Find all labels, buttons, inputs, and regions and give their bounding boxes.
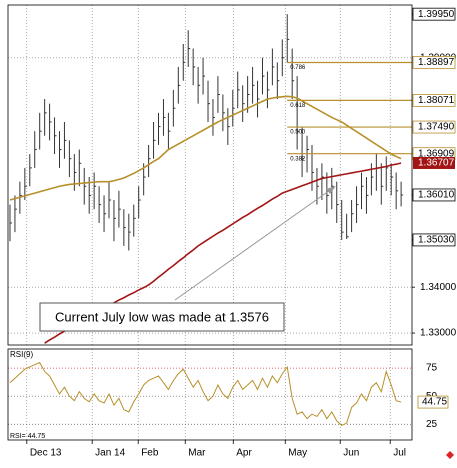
x-tick-label: Jun [343, 448, 359, 459]
y-tick-label: 1.33000 [420, 328, 457, 339]
scroll-marker [446, 451, 454, 459]
rsi-last-label: 44.75 [422, 397, 447, 408]
rsi-title: RSI(9) [10, 350, 33, 359]
x-tick-label: Jan 14 [95, 448, 125, 459]
rsi-readout: RSI= 44.75 [10, 433, 45, 440]
fib-ratio: 0.618 [290, 103, 306, 109]
x-tick-label: Jul [393, 448, 406, 459]
level-label: 1.35030 [418, 235, 455, 246]
price-frame [7, 4, 413, 346]
y-tick-label: 1.34000 [420, 282, 457, 293]
moving-average [9, 95, 402, 201]
fib-label-box [412, 120, 456, 134]
rsi-tick-label: 75 [426, 363, 438, 374]
rsi-line [9, 361, 402, 426]
fib-label-box [412, 56, 456, 69]
ma-label-box [413, 156, 455, 169]
overlay: Dec 13 Jan 14 Feb Mar Apr May Jun Jul 1.33000 1.3… [26, 7, 457, 459]
level-label-box [412, 188, 456, 202]
fib-label: 1.37490 [418, 122, 455, 133]
fib-ratio: 0.382 [290, 156, 306, 162]
arrow-line [174, 187, 334, 301]
level-label-box [412, 233, 456, 247]
fib-label: 1.36909 [418, 148, 455, 159]
x-tick-label: May [288, 448, 307, 459]
x-tick-label: Dec 13 [30, 448, 62, 459]
ma-label: 1.36707 [418, 158, 455, 169]
x-tick-label: Mar [188, 448, 206, 459]
x-tick-label: Apr [236, 448, 252, 459]
fib-label: 1.38071 [418, 95, 455, 106]
rsi-last-box [417, 395, 449, 409]
fib-ratio: 0.500 [290, 130, 306, 136]
rsi-tick-label: 25 [426, 419, 438, 430]
x-tick-label: Feb [141, 448, 159, 459]
level-label-box [412, 7, 456, 21]
arrow-head [326, 186, 336, 194]
annotation-box [39, 302, 285, 332]
level-label: 1.36010 [418, 190, 455, 201]
fib-label: 1.38897 [418, 57, 455, 68]
rsi-panel [8, 349, 412, 440]
fib-label-box [412, 93, 456, 107]
level-label: 1.39950 [418, 9, 455, 20]
rsi-frame [7, 348, 413, 441]
annotation: Current July low was made at 1.3576 [55, 309, 269, 324]
fib-ratio: 0.786 [290, 65, 306, 71]
